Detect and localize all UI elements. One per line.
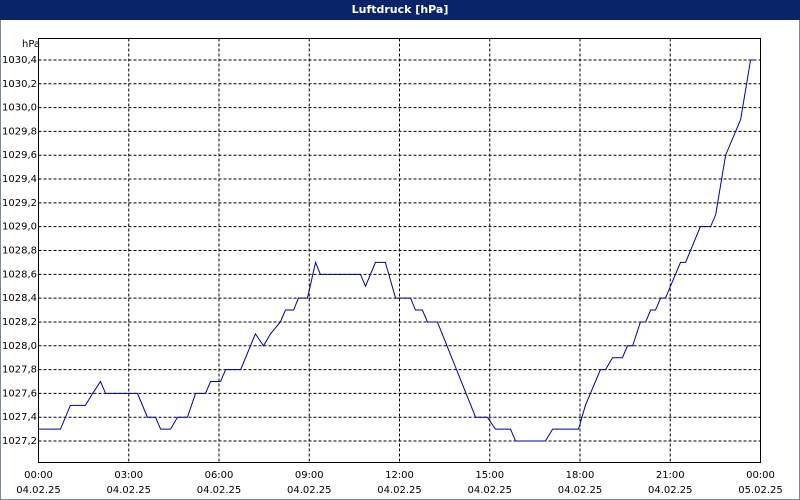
x-tick-date: 04.02.25	[106, 485, 151, 496]
y-tick-label: 1029,0	[2, 222, 37, 233]
y-tick-label: 1029,4	[2, 174, 37, 185]
y-tick-label: 1029,8	[2, 126, 37, 137]
x-tick-label: 00:00	[746, 470, 775, 481]
y-tick-label: 1030,2	[2, 79, 37, 90]
y-tick-label: 1030,0	[2, 103, 37, 114]
y-tick-label: 1028,8	[2, 246, 37, 257]
y-tick-label: 1027,2	[2, 436, 37, 447]
y-tick-label: 1028,0	[2, 341, 37, 352]
y-tick-label: 1027,4	[2, 412, 37, 423]
x-tick-date: 04.02.25	[558, 485, 603, 496]
y-tick-label: 1027,6	[2, 388, 37, 399]
x-tick-label: 00:00	[24, 470, 53, 481]
x-tick-date: 04.02.25	[377, 485, 422, 496]
x-tick-label: 18:00	[566, 470, 595, 481]
x-tick-label: 15:00	[475, 470, 504, 481]
y-tick-label: 1029,6	[2, 150, 37, 161]
x-tick-date: 05.02.25	[738, 485, 783, 496]
y-tick-label: 1028,2	[2, 317, 37, 328]
x-tick-label: 06:00	[205, 470, 234, 481]
x-tick-date: 04.02.25	[287, 485, 332, 496]
x-tick-date: 04.02.25	[16, 485, 61, 496]
y-tick-label: 1028,4	[2, 293, 37, 304]
x-tick-label: 03:00	[114, 470, 143, 481]
x-tick-date: 04.02.25	[197, 485, 242, 496]
x-tick-date: 04.02.25	[648, 485, 693, 496]
y-tick-label: 1027,8	[2, 365, 37, 376]
y-axis-label: hPa	[22, 39, 40, 50]
data-line	[38, 59, 756, 442]
title-bar	[0, 0, 800, 20]
x-tick-label: 12:00	[385, 470, 414, 481]
x-tick-label: 21:00	[656, 470, 685, 481]
chart-title: Luftdruck [hPa]	[352, 3, 449, 16]
x-tick-date: 04.02.25	[467, 485, 512, 496]
y-tick-label: 1029,2	[2, 198, 37, 209]
y-tick-label: 1028,6	[2, 269, 37, 280]
y-tick-label: 1030,4	[2, 55, 37, 66]
x-tick-label: 09:00	[295, 470, 324, 481]
